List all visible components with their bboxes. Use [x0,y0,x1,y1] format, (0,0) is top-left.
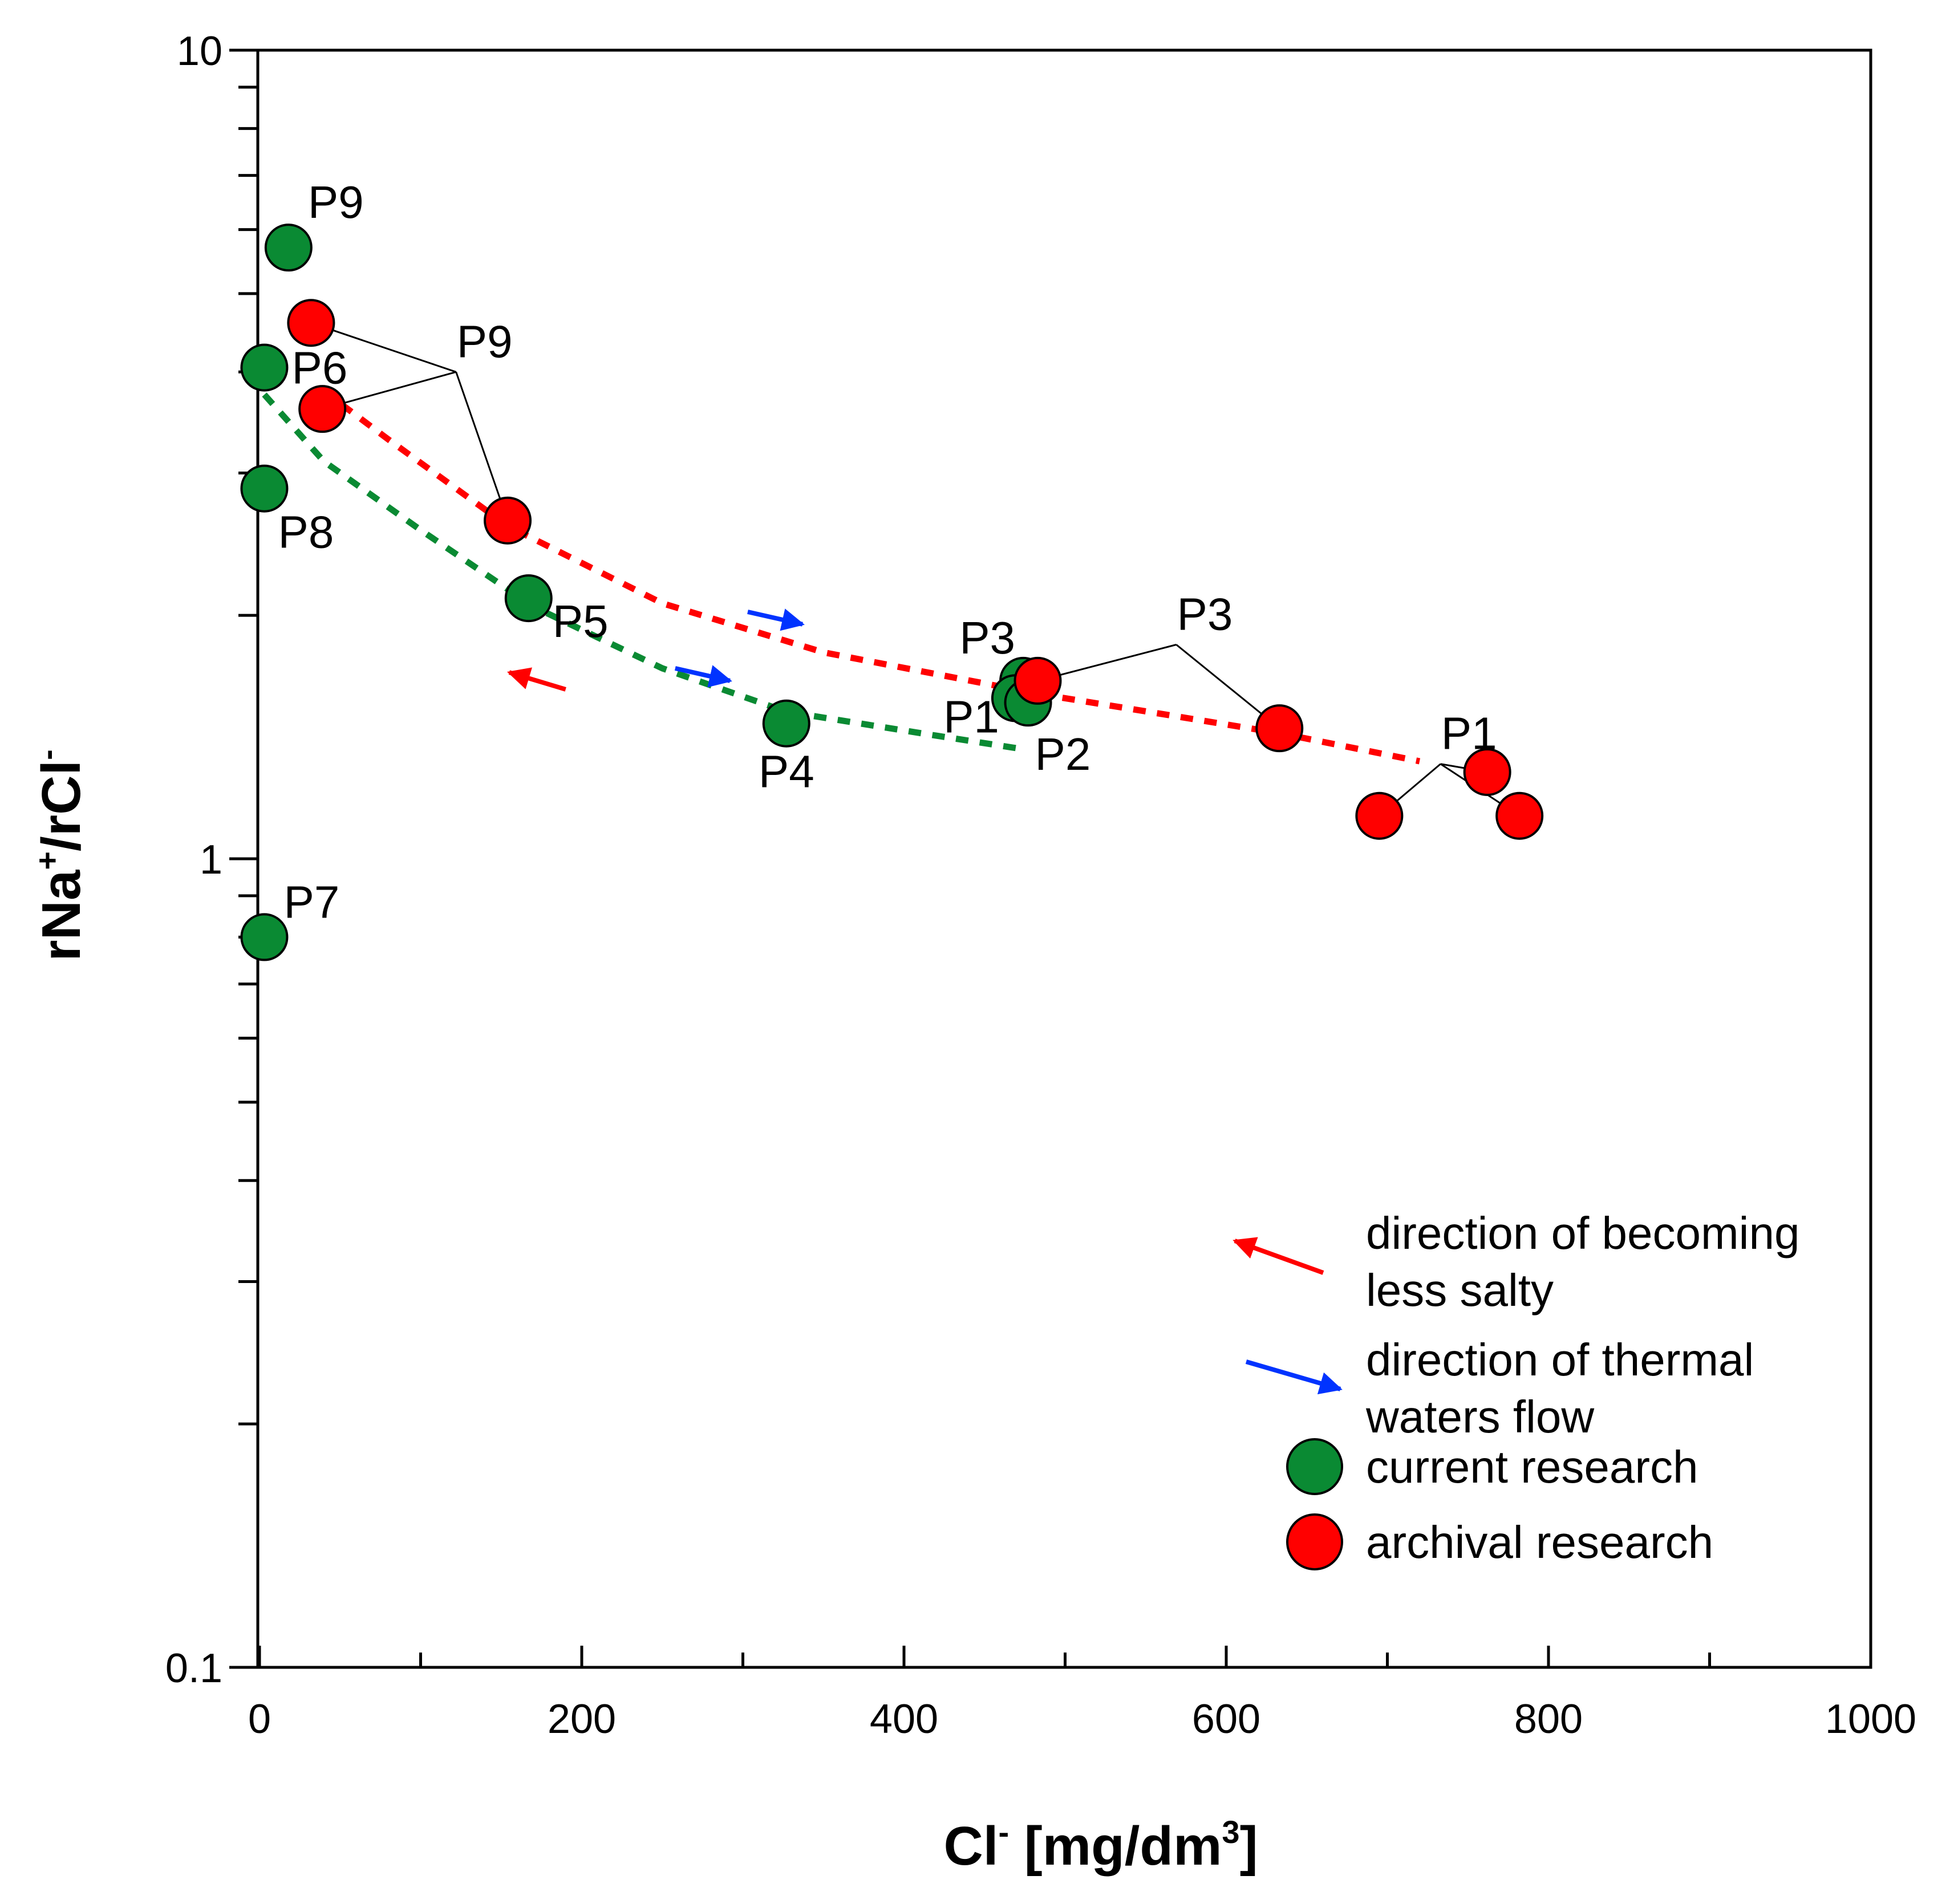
x-tick-label: 800 [1514,1696,1583,1742]
current-research-point [264,224,313,272]
legend-text: less salty [1366,1265,1554,1316]
current-research-point [240,464,289,513]
legend-marker [1286,1513,1343,1570]
x-axis-title-sup: - [998,1814,1009,1850]
archival-research-point [287,299,335,347]
legend-marker [1286,1438,1343,1495]
legend-text: archival research [1366,1517,1713,1568]
legend-text: current research [1366,1442,1698,1492]
legend-text: direction of becoming [1366,1208,1799,1258]
y-tick-label: 0.1 [165,1646,222,1691]
x-axis-title-rest: [mg/dm [1009,1816,1222,1877]
archival-research-point [298,385,347,433]
legend-text: waters flow [1365,1391,1594,1442]
y-axis-title-p2: /rCl [31,760,92,851]
y-axis-title-sup2: - [29,749,65,760]
legend-text: direction of thermal [1366,1334,1754,1385]
archival-research-point [1014,656,1062,705]
flow-arrows [507,608,805,692]
data-points [240,224,1544,961]
x-axis-title-end: ] [1240,1816,1258,1877]
x-axis-title-sup2: 3 [1222,1814,1239,1850]
archival-research-point [1495,791,1544,840]
point-label: P1 [943,691,999,742]
y-tick-label: 10 [177,29,222,74]
group-label: P9 [457,316,513,367]
group-label: P3 [1177,588,1233,639]
archival-research-point [1355,791,1404,840]
point-label: P5 [553,596,609,647]
y-tick-label: 1 [200,837,222,883]
legend-arrow [1245,1359,1343,1395]
group-connectors [310,322,1520,817]
x-tick-label: 600 [1192,1696,1260,1742]
archival-research-point [1463,748,1511,796]
current-research-point [762,699,810,748]
trend-line [320,387,1421,765]
point-label: P7 [283,876,339,927]
x-tick-label: 400 [870,1696,938,1742]
point-label: P6 [291,343,347,393]
axes: 0 200 400 600 800 1000 0.1 1 10 [165,29,1916,1742]
y-axis-title-sup1: + [29,851,65,870]
archival-research-point [484,496,532,545]
thermal-arrow [747,608,805,631]
x-tick-label: 0 [248,1696,271,1742]
x-axis-title: Cl- [mg/dm3] [943,1814,1258,1877]
connector-line [310,322,457,373]
group-label: P1 [1441,708,1497,759]
point-labels: P9 P6 P8 P5 P4 P3 P1 P2 P7 P9 P3 P1 [278,177,1497,927]
archival-research-point [1255,704,1304,753]
y-axis-title: rNa+/rCl- [29,749,92,961]
point-label: P2 [1035,729,1091,780]
y-axis-title-p1: rNa [31,870,92,961]
x-axis-title-base: Cl [943,1816,998,1877]
thermal-arrow [674,665,732,688]
current-research-point [504,574,553,623]
x-tick-label: 200 [548,1696,616,1742]
x-tick-label: 1000 [1825,1696,1916,1742]
legend: direction of becoming less salty direction… [1233,1208,1799,1570]
point-label: P8 [278,507,334,558]
point-label: P9 [308,177,364,228]
trend-lines [262,387,1421,765]
salty-arrow [507,667,566,692]
current-research-point [240,343,289,392]
trend-line [262,392,1017,752]
current-research-point [240,913,289,961]
connector-line [455,371,509,521]
point-label: P4 [759,746,814,797]
point-label: P3 [959,612,1015,663]
legend-arrow [1233,1237,1324,1275]
plot-frame [256,48,1872,1669]
